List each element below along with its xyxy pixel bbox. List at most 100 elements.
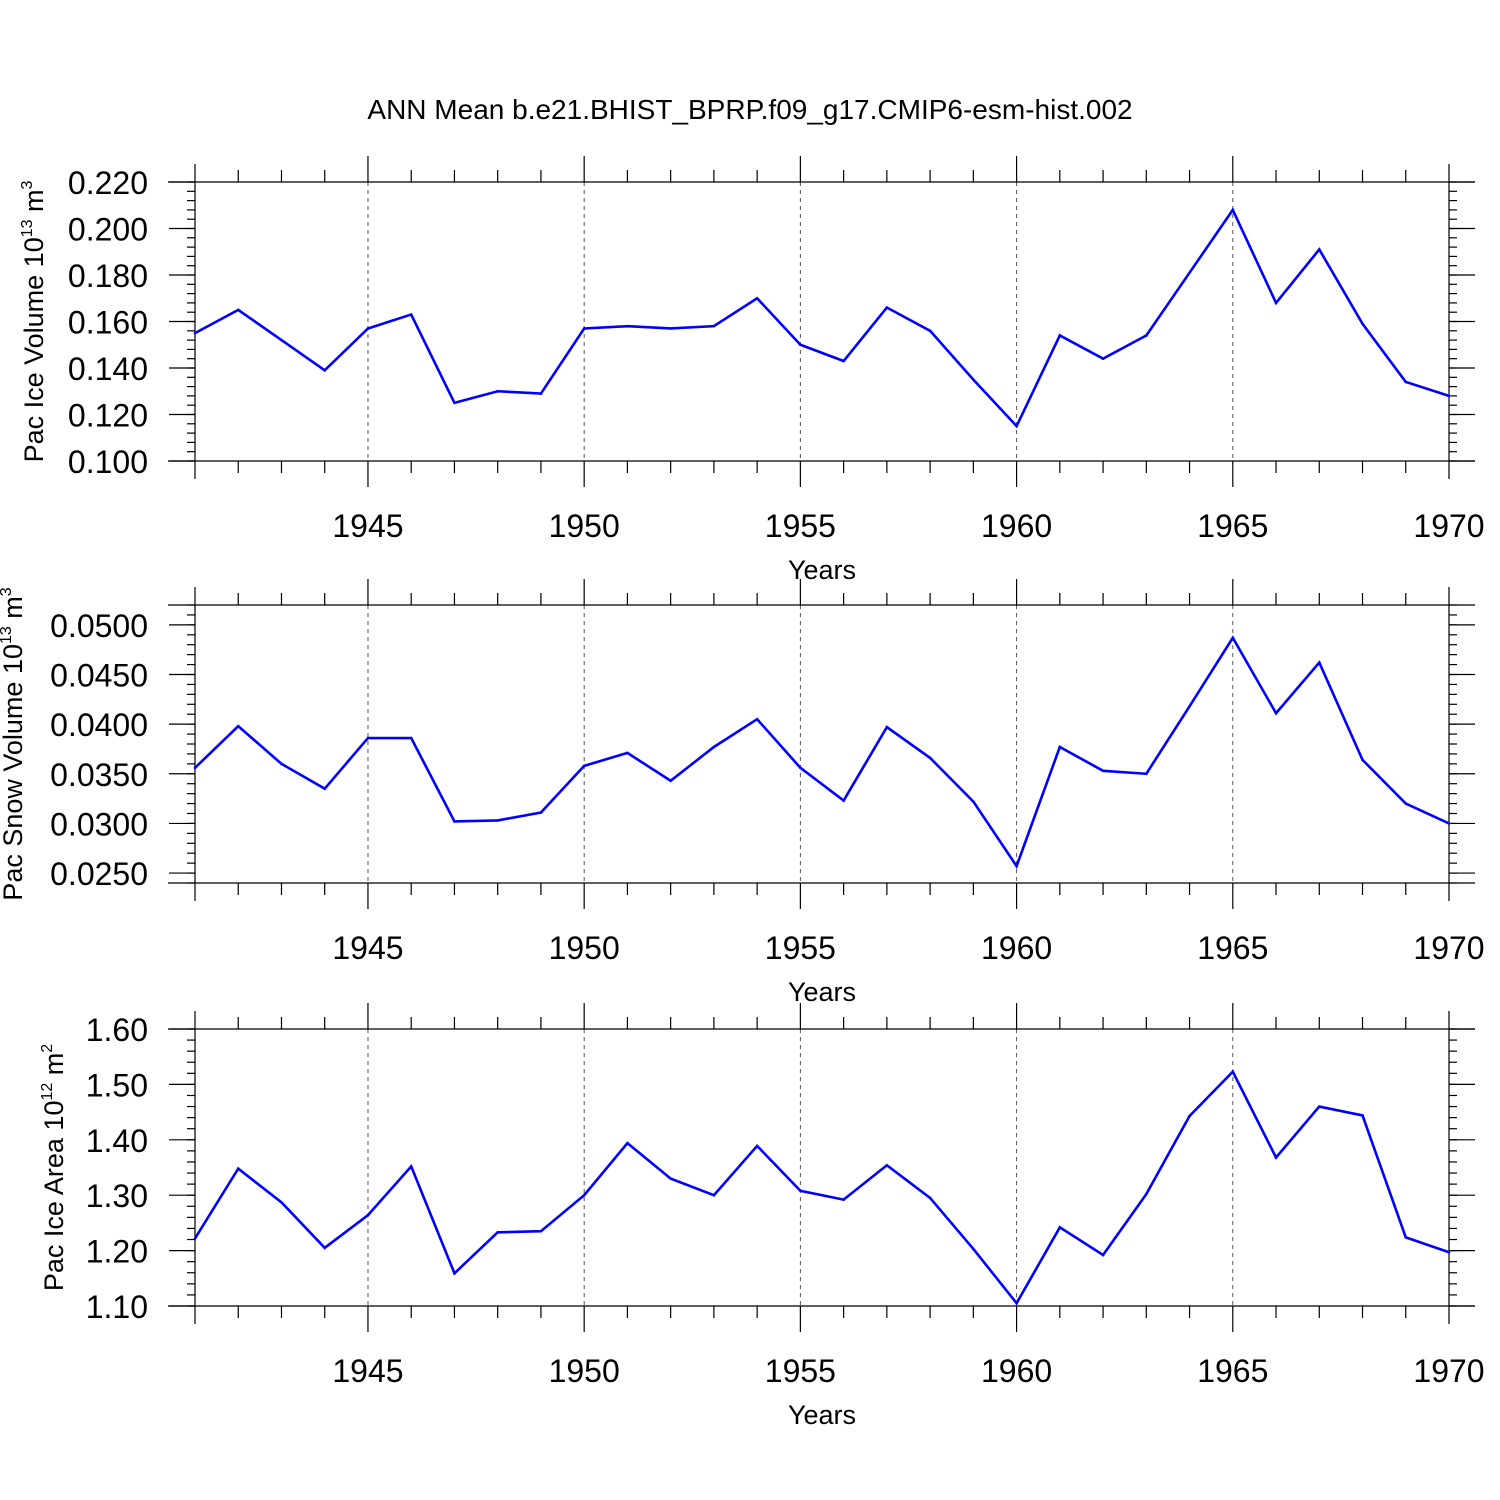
y-tick-label: 0.100 [68,444,148,480]
data-point-1966 [1274,301,1278,305]
data-point-1947 [453,1272,456,1275]
y-axis-label-part: Pac Snow Volume 10 [0,644,28,901]
data-point-1946 [409,736,413,740]
data-point-1941 [193,766,197,770]
y-tick-label: 0.0400 [50,707,148,743]
data-point-1952 [669,1177,672,1180]
y-axis-label-part: m [39,1053,69,1083]
panels: 1945 1950 1955 1960 1965 1970 Years 0.100 0.120 0… [0,156,1485,1430]
data-point-1948 [496,389,499,393]
data-point-1942 [236,724,240,728]
data-point-1963 [1145,772,1148,776]
y-axis-label-part: 3 [0,587,15,596]
data-point-1968 [1361,758,1364,762]
data-point-1941 [193,1237,197,1240]
data-point-1953 [712,1193,716,1197]
chart-panel-2: 1945 1950 1955 1960 1965 1970 Years 0.0250 0.030… [0,579,1485,1007]
data-point-1944 [323,1246,327,1250]
y-tick-label: 0.0250 [50,856,148,892]
x-tick-label: 1970 [1413,508,1484,544]
x-tick-label: 1945 [332,1353,403,1389]
y-axis-label: Pac Ice Area 1012 m2 [39,1044,69,1291]
y-tick-label: 1.30 [86,1178,148,1214]
data-point-1951 [626,324,629,328]
data-point-1970 [1447,1250,1451,1254]
data-point-1946 [409,1165,413,1168]
y-axis-label-part: 12 [39,1083,56,1101]
y-axis-label: Pac Snow Volume 1013 m3 [0,587,28,900]
data-point-1954 [755,1144,759,1148]
data-point-1968 [1361,322,1364,326]
data-point-1958 [928,756,932,760]
data-point-1959 [972,1247,975,1251]
data-point-1966 [1274,1156,1278,1159]
data-point-1950 [582,327,586,330]
series-line [194,635,1450,869]
x-axis-label: Years [788,977,856,1007]
x-tick-label: 1970 [1413,1353,1484,1389]
data-point-1970 [1447,394,1451,398]
x-tick-label: 1945 [332,930,403,966]
data-point-1943 [280,762,283,766]
x-tick-label: 1965 [1197,1353,1268,1389]
figure-title: ANN Mean b.e21.BHIST_BPRP.f09_g17.CMIP6-… [367,94,1132,125]
y-axis-label-part: m [0,596,28,626]
data-point-1952 [669,327,672,330]
y-tick-label: 0.160 [68,305,148,341]
data-point-1967 [1317,1105,1321,1108]
y-axis-label-part: 2 [39,1044,56,1053]
x-tick-label: 1970 [1413,930,1484,966]
data-point-1969 [1404,802,1408,805]
data-point-1956 [842,1198,845,1201]
data-point-1944 [323,369,327,372]
y-tick-label: 1.50 [86,1067,148,1103]
data-point-1947 [453,820,456,823]
data-point-1955 [799,766,802,770]
y-tick-label: 0.120 [68,398,148,434]
data-point-1950 [582,1193,586,1197]
data-point-1948 [496,1231,499,1234]
y-axis-label: Pac Ice Volume 1013 m3 [19,180,49,462]
chart-panel-1: 1945 1950 1955 1960 1965 1970 Years 0.100 0.120 0… [19,156,1485,585]
y-axis-label-part: Pac Ice Area 10 [39,1101,69,1292]
y-axis-label-part: 13 [0,626,15,644]
data-point-1951 [626,1141,629,1145]
data-point-1948 [496,819,499,822]
data-point-1963 [1145,1192,1148,1196]
data-point-1950 [582,764,586,768]
data-point-1965 [1231,636,1235,640]
x-tick-label: 1960 [981,1353,1052,1389]
data-point-1968 [1361,1114,1364,1117]
data-point-1949 [539,811,543,814]
data-point-1956 [842,799,845,802]
data-point-1955 [799,343,802,347]
data-point-1954 [755,717,759,721]
data-point-1952 [669,779,672,783]
y-tick-label: 0.0300 [50,806,148,842]
x-tick-label: 1955 [765,1353,836,1389]
y-tick-label: 1.10 [86,1289,148,1325]
data-point-1957 [885,306,889,309]
data-point-1942 [236,308,240,312]
x-tick-label: 1950 [549,1353,620,1389]
data-point-1961 [1058,745,1062,749]
data-point-1953 [712,324,716,328]
series-line [193,1069,1450,1306]
data-point-1969 [1404,1236,1408,1239]
data-point-1953 [712,745,716,749]
data-point-1945 [366,327,370,330]
data-point-1943 [280,338,283,342]
data-point-1970 [1447,822,1451,825]
data-point-1960 [1015,864,1018,868]
y-axis-label-part: m [19,189,49,219]
data-point-1945 [366,736,370,740]
x-axis-label: Years [788,555,856,585]
y-tick-label: 1.20 [86,1234,148,1270]
x-tick-label: 1950 [549,930,620,966]
data-point-1958 [928,329,932,333]
data-point-1957 [885,725,889,729]
data-point-1942 [236,1167,240,1170]
data-point-1966 [1274,711,1278,715]
data-point-1963 [1145,334,1148,337]
